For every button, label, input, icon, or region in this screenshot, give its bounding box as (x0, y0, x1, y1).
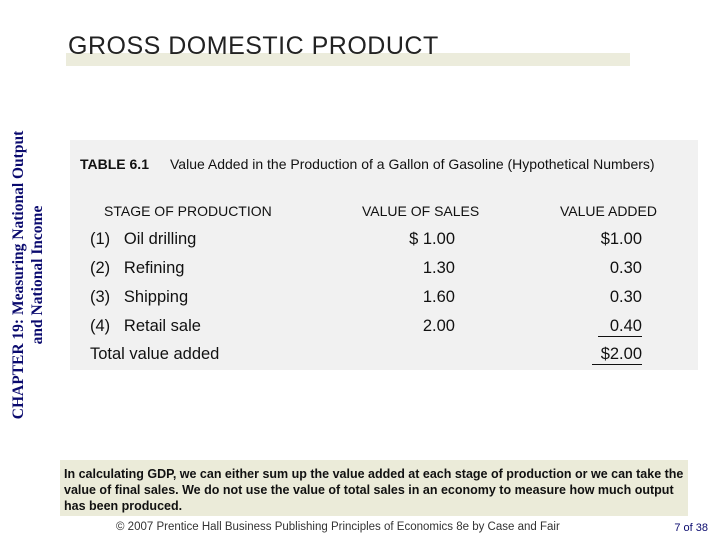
row-1-stage: (1) Oil drilling (90, 230, 197, 248)
row-3-sales: 1.60 (422, 288, 455, 306)
explanation-text: In calculating GDP, we can either sum up… (64, 467, 684, 513)
chapter-title-line-1: CHAPTER 19: Measuring National Output (10, 130, 27, 420)
header-value-added: VALUE ADDED (560, 203, 657, 219)
footer: © 2007 Prentice Hall Business Publishing… (0, 521, 720, 537)
row-3-added: 0.30 (609, 288, 642, 306)
row-2-sales: 1.30 (422, 259, 455, 277)
row-2-added: 0.30 (609, 259, 642, 277)
row-2-stage: (2) Refining (90, 259, 185, 277)
table-background (70, 140, 698, 370)
slide-title: GROSS DOMESTIC PRODUCT (68, 32, 439, 60)
total-value-added: $2.00 (592, 345, 642, 365)
page-number: 7 of 38 (674, 522, 708, 534)
table-number: TABLE 6.1 (80, 156, 149, 172)
table-caption-text: Value Added in the Production of a Gallo… (170, 156, 655, 172)
chapter-side-title: CHAPTER 19: Measuring National Output an… (0, 80, 56, 470)
total-label: Total value added (90, 345, 220, 363)
row-4-sales: 2.00 (422, 317, 455, 335)
header-stage: STAGE OF PRODUCTION (104, 203, 272, 219)
row-1-added: $1.00 (600, 230, 642, 248)
footer-credit: © 2007 Prentice Hall Business Publishing… (116, 521, 560, 533)
row-4-stage: (4) Retail sale (90, 317, 201, 335)
row-1-sales: $ 1.00 (409, 230, 455, 248)
row-4-added: 0.40 (598, 317, 642, 337)
row-3-stage: (3) Shipping (90, 288, 189, 306)
title-underline-bar (66, 53, 630, 66)
chapter-title-line-2: and National Income (29, 205, 46, 345)
explanation-note: In calculating GDP, we can either sum up… (60, 460, 688, 516)
header-value-of-sales: VALUE OF SALES (362, 203, 480, 219)
